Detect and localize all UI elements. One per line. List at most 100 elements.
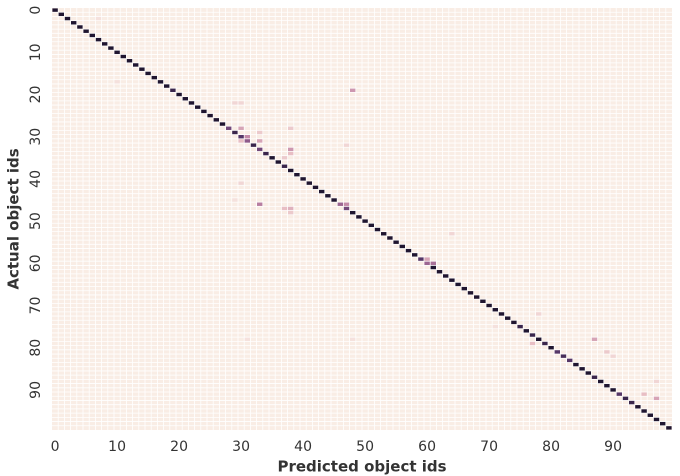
cell (430, 265, 436, 270)
x-tick-label: 70 (480, 439, 498, 455)
cell (517, 324, 523, 329)
cell (288, 168, 294, 173)
cell (362, 219, 368, 223)
cell (368, 223, 374, 228)
cell (591, 375, 598, 379)
cell (560, 354, 567, 358)
cell (629, 400, 635, 405)
y-tick-label: 0 (28, 6, 44, 15)
cell (176, 92, 182, 97)
cell (480, 299, 486, 303)
cell (430, 261, 436, 266)
cell (511, 320, 517, 325)
cell (443, 274, 449, 278)
y-axis-label: Actual object ids (5, 148, 23, 289)
cell (288, 147, 294, 152)
cell (139, 67, 145, 71)
cell (536, 337, 542, 341)
cell (238, 139, 244, 143)
cell (399, 244, 405, 249)
cell (244, 337, 250, 341)
cell (418, 257, 424, 261)
x-tick-label: 60 (418, 439, 436, 455)
cell (71, 21, 77, 25)
cell (288, 210, 294, 215)
cell (554, 350, 560, 354)
cell (492, 308, 498, 312)
cell (548, 346, 554, 350)
cell (660, 421, 666, 426)
cell (288, 206, 294, 211)
cell (523, 329, 529, 333)
cell (653, 396, 660, 401)
cell (567, 358, 573, 363)
cell (257, 202, 263, 206)
cell (95, 16, 102, 21)
y-tick-label: 50 (28, 212, 44, 230)
cell (343, 202, 350, 206)
cell (653, 417, 660, 422)
cell (343, 206, 350, 211)
cell (195, 105, 201, 109)
cell (95, 37, 102, 42)
cell (102, 42, 108, 46)
cell (616, 392, 622, 396)
cell (244, 135, 250, 139)
cell (529, 333, 536, 337)
cell (610, 354, 616, 358)
cell (201, 109, 207, 114)
cell (647, 413, 653, 417)
cell (288, 126, 294, 130)
y-tick-label: 60 (28, 254, 44, 272)
cell (319, 189, 325, 194)
cell (250, 143, 257, 147)
cell (219, 122, 226, 126)
y-tick-label: 20 (28, 86, 44, 104)
x-tick-label: 40 (294, 439, 312, 455)
cell (238, 135, 244, 139)
cell (306, 181, 312, 185)
x-tick-label: 10 (108, 439, 126, 455)
cell (350, 337, 356, 341)
cell (350, 210, 356, 215)
cell (591, 337, 598, 341)
cell (604, 350, 610, 354)
cell (232, 198, 238, 202)
cell (635, 405, 641, 409)
cell (374, 227, 381, 232)
cell (114, 80, 120, 84)
cell (294, 172, 300, 177)
cell (331, 198, 337, 202)
x-tick-label: 90 (604, 439, 622, 455)
cell (244, 139, 250, 143)
cell (312, 185, 319, 190)
cell (275, 160, 281, 164)
cell (610, 388, 616, 392)
y-tick-label: 30 (28, 128, 44, 146)
cell (232, 130, 238, 135)
cell (226, 126, 232, 130)
cell (120, 54, 126, 59)
cell (182, 97, 188, 101)
cell (474, 295, 480, 299)
cell (126, 59, 133, 63)
cell (461, 286, 467, 291)
cell (52, 8, 58, 12)
cell (486, 303, 492, 308)
cell (393, 240, 399, 244)
x-tick-label: 80 (542, 439, 560, 455)
cell (64, 16, 71, 21)
cell (281, 206, 288, 211)
cell (58, 12, 64, 17)
cell (653, 379, 660, 384)
cell (505, 316, 511, 320)
x-tick-label: 30 (232, 439, 250, 455)
cell (412, 253, 418, 257)
cell (666, 426, 672, 430)
cell (467, 291, 474, 295)
cell (89, 33, 95, 38)
cell (356, 215, 362, 219)
cell (536, 312, 542, 316)
y-tick-label: 90 (28, 381, 44, 399)
